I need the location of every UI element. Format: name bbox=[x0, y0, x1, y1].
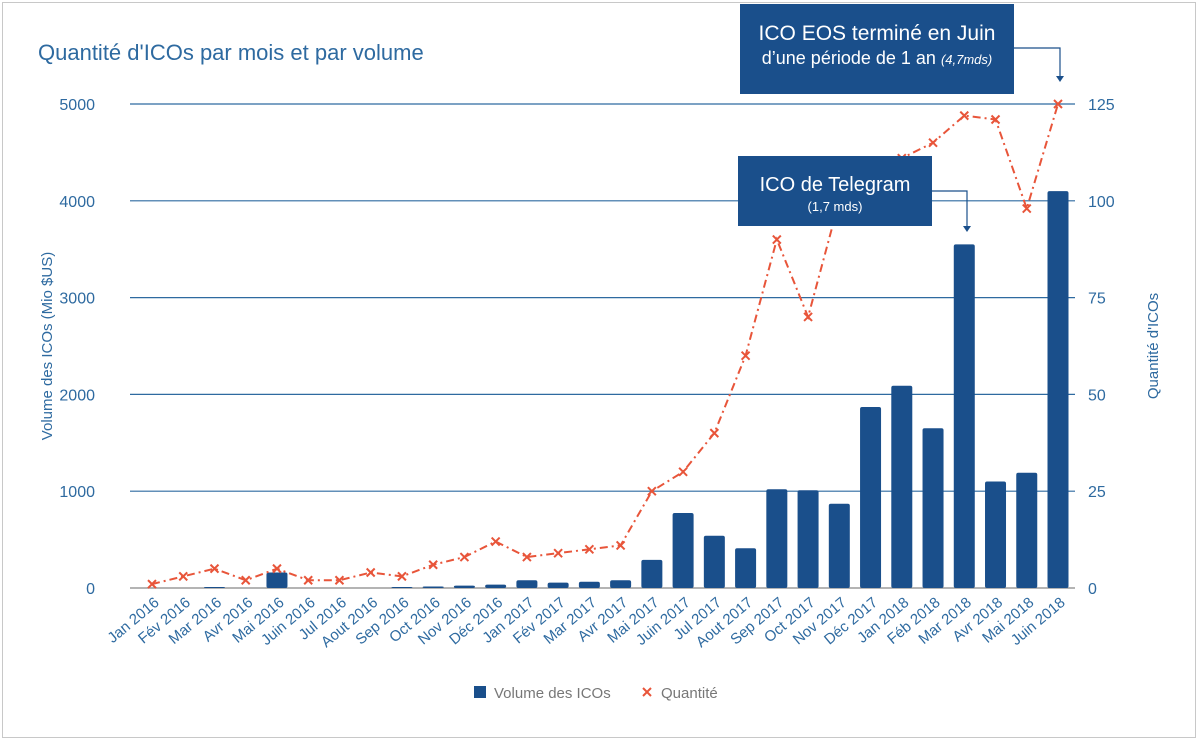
quantity-point-20 bbox=[740, 350, 751, 361]
quantity-point-10 bbox=[428, 560, 438, 570]
quantity-point-19 bbox=[709, 428, 720, 438]
quantity-line bbox=[151, 103, 1059, 586]
y2-tick-label: 100 bbox=[1088, 194, 1115, 211]
quantity-point-11 bbox=[459, 552, 470, 562]
y2-tick-label: 0 bbox=[1088, 581, 1097, 598]
bar-3 bbox=[203, 587, 225, 588]
y-tick-label: 0 bbox=[86, 581, 95, 598]
bar-10 bbox=[422, 586, 444, 588]
quantity-point-17 bbox=[647, 486, 657, 496]
annotation-eos-arrow-icon bbox=[1056, 76, 1064, 82]
annotation-eos-line2: d’une période de 1 an (4,7mds) bbox=[740, 48, 1014, 69]
quantity-point-21 bbox=[772, 234, 782, 245]
bar-5 bbox=[266, 572, 288, 588]
y-tick-label: 4000 bbox=[59, 194, 95, 211]
quantity-point-4 bbox=[241, 575, 251, 585]
bar-20 bbox=[735, 548, 757, 588]
quantity-point-15 bbox=[584, 544, 595, 554]
bar-27 bbox=[953, 244, 975, 589]
y-tick-label: 3000 bbox=[59, 291, 95, 308]
quantity-point-28 bbox=[990, 114, 1001, 125]
quantity-point-30 bbox=[1053, 99, 1063, 109]
quantity-point-16 bbox=[615, 540, 626, 551]
annotation-telegram-arrow-icon bbox=[963, 226, 971, 232]
bar-23 bbox=[828, 503, 850, 588]
bar-9 bbox=[391, 587, 413, 588]
legend-label-volume: Volume des ICOs bbox=[494, 685, 611, 702]
bar-29 bbox=[1016, 472, 1038, 588]
annotation-telegram-line1: ICO de Telegram bbox=[759, 174, 911, 196]
annotation-telegram-connector bbox=[932, 190, 968, 228]
bar-30 bbox=[1047, 191, 1069, 588]
quantity-point-5 bbox=[272, 563, 282, 574]
bar-26 bbox=[922, 428, 944, 588]
y-axis-label: Volume des ICOs (Mio $US) bbox=[39, 252, 56, 440]
annotation-eos: ICO EOS terminé en Juin d’une période de… bbox=[740, 4, 1014, 94]
quantity-point-8 bbox=[365, 567, 376, 578]
bar-21 bbox=[766, 489, 788, 588]
bar-13 bbox=[516, 580, 538, 588]
quantity-point-18 bbox=[678, 467, 688, 477]
y-tick-label: 5000 bbox=[59, 97, 95, 114]
y2-axis-label: Quantité d'ICOs bbox=[1145, 293, 1162, 399]
chart-title: Quantité d'ICOs par mois et par volume bbox=[38, 40, 424, 65]
y2-tick-label: 125 bbox=[1088, 97, 1115, 114]
bar-14 bbox=[547, 582, 569, 588]
bar-12 bbox=[485, 584, 507, 588]
quantity-point-13 bbox=[522, 552, 532, 562]
quantity-point-1 bbox=[147, 579, 157, 589]
quantity-point-2 bbox=[178, 571, 188, 582]
bar-19 bbox=[703, 535, 725, 588]
y2-tick-label: 75 bbox=[1088, 291, 1106, 308]
quantity-point-7 bbox=[334, 575, 345, 585]
bar-18 bbox=[672, 512, 694, 588]
annotation-telegram-line2: (1,7 mds) bbox=[807, 199, 863, 214]
bar-15 bbox=[578, 581, 600, 588]
quantity-point-14 bbox=[553, 548, 563, 558]
quantity-point-12 bbox=[490, 536, 501, 547]
bar-24 bbox=[860, 406, 882, 588]
bar-11 bbox=[453, 585, 475, 588]
y-tick-label: 2000 bbox=[59, 387, 95, 404]
annotation-eos-note: (4,7mds) bbox=[940, 52, 993, 67]
bar-17 bbox=[641, 559, 663, 588]
legend-swatch-volume bbox=[474, 686, 486, 698]
bar-16 bbox=[610, 580, 632, 588]
quantity-point-29 bbox=[1022, 203, 1032, 214]
quantity-point-6 bbox=[303, 575, 313, 585]
bar-28 bbox=[985, 481, 1007, 588]
annotation-eos-line1: ICO EOS terminé en Juin bbox=[758, 22, 996, 45]
y-tick-label: 1000 bbox=[59, 484, 95, 501]
legend-marker-quantity bbox=[642, 687, 652, 697]
quantity-point-3 bbox=[209, 563, 220, 574]
annotation-eos-connector bbox=[1014, 47, 1061, 78]
annotation-telegram: ICO de Telegram (1,7 mds) bbox=[738, 156, 932, 226]
legend-label-quantity: Quantité bbox=[661, 685, 718, 702]
annotation-eos-text: d’une période de 1 an bbox=[761, 48, 936, 68]
quantity-point-27 bbox=[959, 110, 969, 121]
quantity-point-26 bbox=[928, 138, 938, 148]
quantity-point-9 bbox=[397, 571, 407, 582]
y2-tick-label: 25 bbox=[1088, 484, 1106, 501]
bar-25 bbox=[891, 385, 913, 588]
quantity-point-22 bbox=[803, 312, 813, 322]
y2-tick-label: 50 bbox=[1088, 387, 1106, 404]
bar-22 bbox=[797, 490, 819, 588]
